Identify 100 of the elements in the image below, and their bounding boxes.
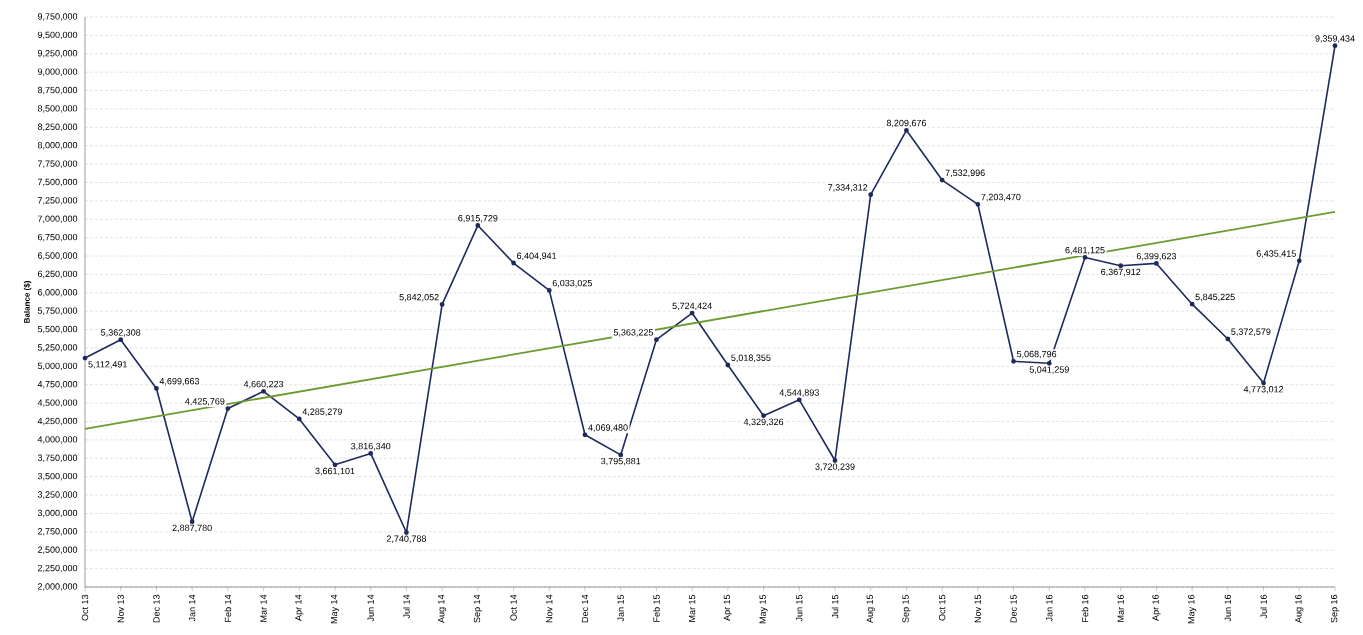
point (1225, 336, 1231, 342)
x-tick-label: Mar 14 (260, 594, 267, 622)
point (618, 452, 624, 458)
x-tick-label: Feb 16 (1081, 594, 1089, 622)
data-label: 7,532,996 (945, 169, 985, 178)
x-tick-label: Oct 13 (81, 594, 89, 621)
y-tick-label: 8,000,000 (37, 141, 78, 150)
point (939, 177, 945, 183)
y-tick-label: 6,500,000 (37, 252, 78, 260)
x-tick-label: Feb 15 (653, 594, 660, 622)
x-tick-label: Jun 16 (1224, 594, 1232, 622)
x-tick-label: Jan 16 (1046, 594, 1053, 622)
x-tick-label: Apr 15 (723, 594, 732, 621)
x-tick-label: Apr 14 (295, 594, 304, 621)
point (654, 337, 659, 343)
data-label: 5,068,796 (1016, 350, 1057, 359)
point (546, 287, 552, 293)
data-label: 5,041,259 (1029, 366, 1069, 374)
point (225, 406, 231, 411)
point (868, 192, 874, 198)
data-label: 6,404,941 (517, 252, 557, 261)
y-tick-label: 2,750,000 (37, 528, 78, 536)
data-label: 4,329,326 (743, 418, 784, 427)
point (1011, 358, 1016, 364)
y-tick-label: 9,000,000 (37, 68, 78, 76)
x-tick-label: Mar 15 (689, 594, 696, 622)
x-tick-label: Nov 13 (117, 594, 124, 623)
y-tick-label: 9,500,000 (37, 31, 78, 40)
y-tick-label: 7,750,000 (37, 160, 78, 168)
x-tick-label: Jun 15 (796, 594, 803, 622)
point (1154, 261, 1159, 266)
y-tick-label: 9,250,000 (37, 50, 78, 58)
y-tick-label: 5,750,000 (37, 307, 78, 315)
x-tick-label: Aug 14 (438, 594, 447, 623)
point (689, 310, 695, 316)
data-label: 6,435,415 (1256, 250, 1296, 258)
y-tick-label: 4,750,000 (37, 381, 78, 389)
x-tick-label: Jun 14 (367, 594, 374, 622)
point (904, 127, 909, 133)
data-label: 5,845,225 (1195, 293, 1235, 302)
point (154, 386, 159, 391)
y-tick-label: 7,500,000 (37, 178, 78, 187)
point (404, 530, 409, 535)
y-tick-label: 5,500,000 (37, 325, 78, 334)
point (1046, 360, 1052, 366)
data-label: 9,359,434 (1315, 35, 1355, 43)
data-label: 4,285,279 (302, 408, 342, 416)
data-label: 5,724,424 (672, 302, 712, 311)
y-tick-label: 7,000,000 (37, 215, 78, 223)
x-tick-label: Aug 16 (1295, 594, 1304, 623)
data-label: 6,033,025 (552, 279, 592, 288)
point (582, 432, 588, 438)
y-tick-label: 2,250,000 (37, 564, 78, 573)
x-tick-label: Feb 14 (224, 594, 232, 622)
y-tick-label: 5,250,000 (37, 344, 78, 352)
y-tick-label: 9,750,000 (37, 13, 78, 21)
data-label: 2,887,780 (172, 524, 212, 533)
point (261, 388, 266, 394)
point (725, 362, 731, 368)
data-label: 6,399,623 (1136, 252, 1177, 261)
x-tick-label: May 14 (330, 594, 340, 624)
x-tick-label: Dec 15 (1010, 594, 1017, 623)
x-tick-label: Sep 14 (473, 594, 482, 623)
x-tick-label: May 15 (759, 594, 768, 624)
x-tick-label: Sep 16 (1330, 594, 1340, 623)
y-tick-label: 2,000,000 (37, 583, 78, 591)
point (82, 355, 88, 361)
data-label: 8,209,676 (886, 119, 927, 128)
data-label: 3,661,101 (315, 467, 355, 476)
y-tick-label: 7,250,000 (37, 197, 78, 205)
x-tick-label: Mar 16 (1117, 594, 1124, 622)
data-label: 4,425,769 (185, 398, 225, 406)
point (475, 223, 481, 228)
x-tick-label: Aug 15 (866, 594, 875, 623)
x-tick-label: Jul 14 (403, 594, 410, 619)
data-label: 4,544,893 (779, 389, 819, 397)
x-tick-label: Oct 15 (938, 594, 946, 621)
y-tick-label: 6,750,000 (37, 233, 78, 242)
data-label: 2,740,788 (386, 535, 427, 543)
point (118, 337, 124, 343)
y-tick-label: 6,000,000 (37, 289, 78, 297)
data-label: 5,018,355 (731, 354, 771, 363)
data-label: 5,842,052 (399, 293, 439, 302)
point (1082, 255, 1088, 260)
data-label: 5,362,308 (101, 329, 141, 337)
point (1189, 301, 1195, 307)
data-label: 7,203,470 (981, 193, 1021, 202)
data-label: 4,699,663 (159, 378, 200, 386)
data-label: 4,069,480 (588, 424, 628, 432)
x-tick-label: May 16 (1188, 594, 1197, 624)
y-tick-label: 4,500,000 (37, 399, 78, 407)
data-label: 5,372,579 (1231, 328, 1271, 336)
x-tick-label: Jan 14 (189, 594, 196, 622)
data-label: 3,795,881 (601, 457, 641, 466)
x-tick-label: Jul 15 (831, 594, 839, 619)
x-tick-label: Jul 16 (1260, 594, 1267, 619)
point (296, 416, 302, 422)
point (1296, 258, 1302, 264)
x-tick-label: Sep 15 (902, 594, 911, 623)
y-tick-label: 3,500,000 (37, 472, 78, 481)
